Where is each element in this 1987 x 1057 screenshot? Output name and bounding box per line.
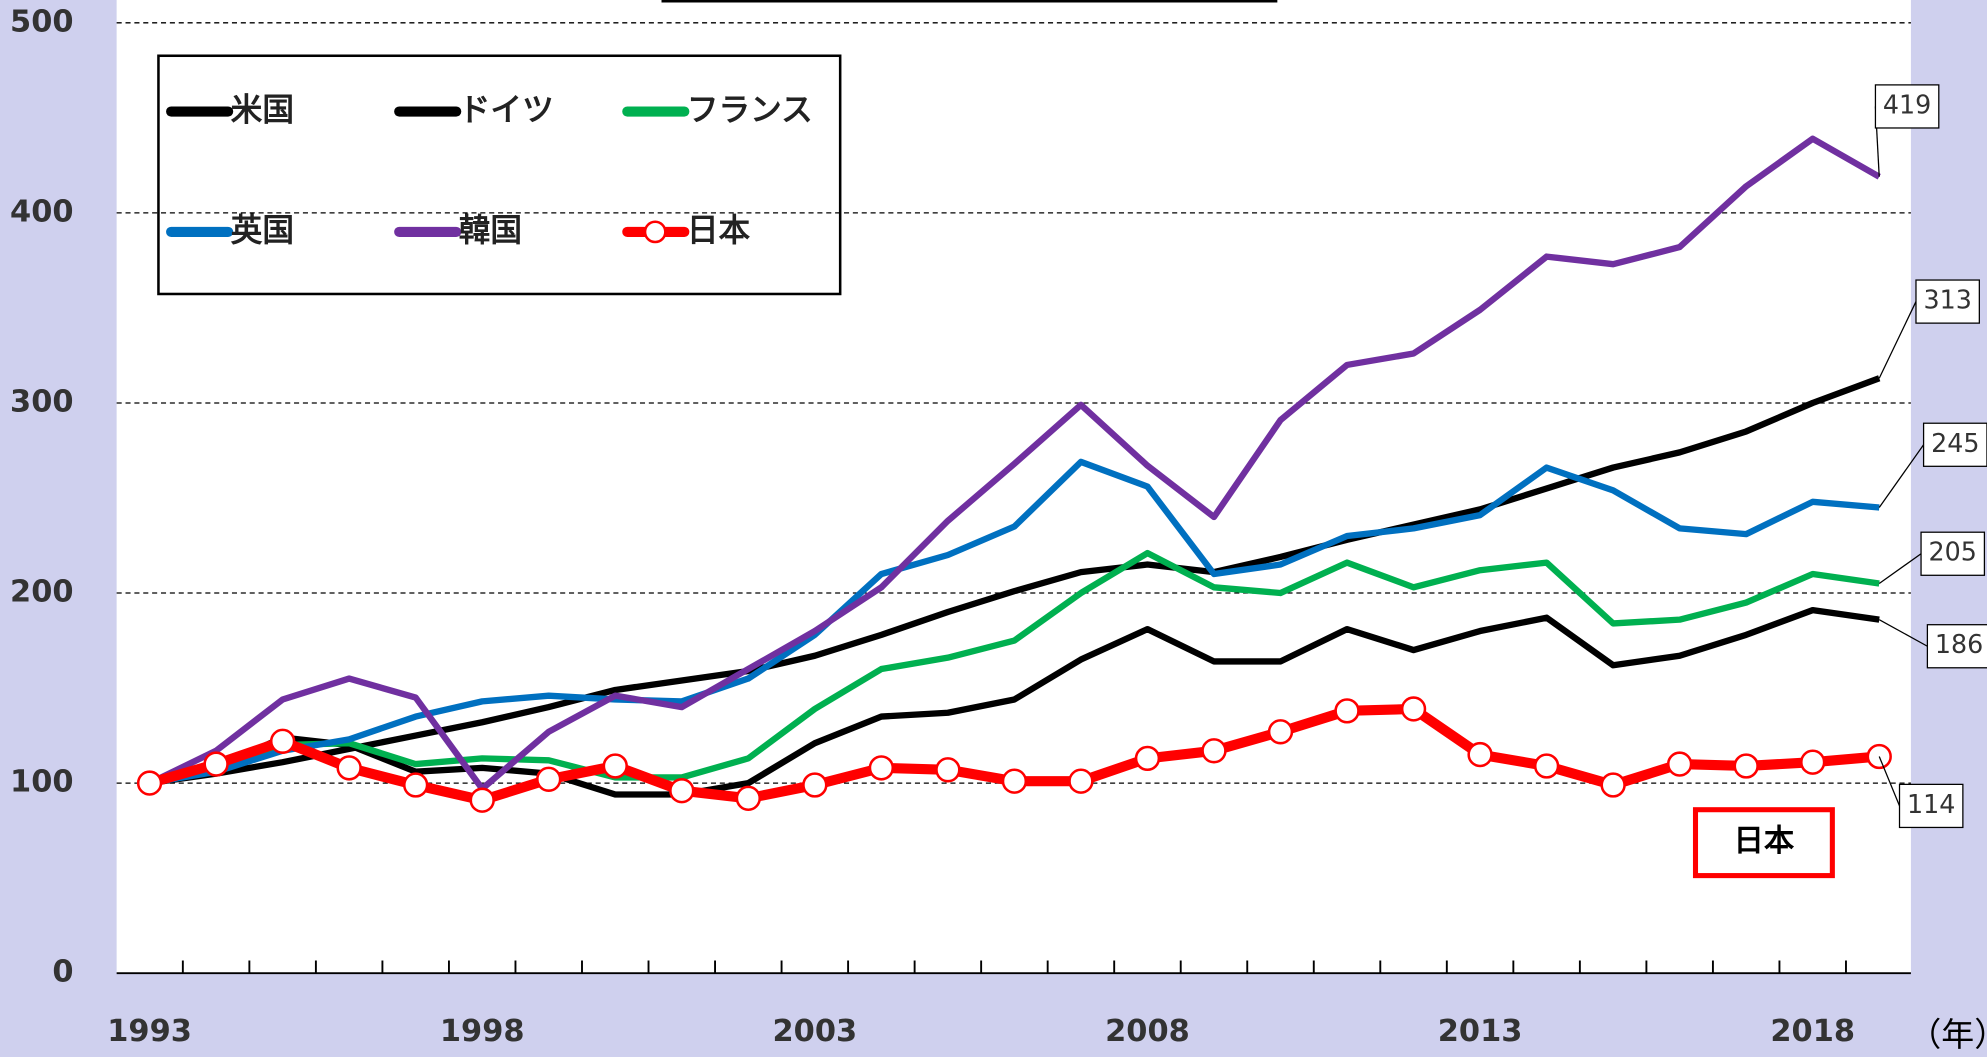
legend-label: 米国: [231, 93, 294, 129]
point: [1201, 738, 1227, 764]
legend-label: 英国: [231, 213, 294, 249]
point: [935, 757, 961, 783]
point: [669, 778, 695, 804]
y-tick-label: 200: [10, 575, 73, 610]
point: [735, 785, 761, 811]
end-label: 114: [1907, 789, 1955, 819]
point: [1001, 768, 1028, 794]
point: [1068, 768, 1094, 794]
x-tick-label: 1993: [107, 1014, 192, 1049]
point: [1400, 696, 1427, 722]
callout-line: [1878, 553, 1922, 585]
point: [1334, 698, 1360, 724]
point: [602, 753, 628, 779]
callout-line: [1878, 756, 1901, 807]
y-tick-label: 500: [10, 4, 73, 39]
y-tick-label: 300: [10, 384, 73, 419]
point: [1134, 745, 1161, 772]
point: [1733, 753, 1759, 779]
end-label: 245: [1931, 428, 1979, 458]
point: [1533, 753, 1560, 779]
annotation-box: [1692, 807, 1835, 879]
legend-label: 日本: [687, 213, 751, 249]
point: [203, 751, 229, 777]
callout-box: [1898, 783, 1964, 829]
point: [403, 772, 429, 798]
series-line: [149, 458, 1880, 787]
series-line: [148, 549, 1880, 787]
callout-box: [1874, 84, 1940, 129]
callout-box: [1926, 624, 1987, 669]
series-line: [148, 135, 1881, 792]
point: [1600, 772, 1626, 798]
series-line: [148, 606, 1880, 798]
point: [1267, 719, 1294, 745]
point: [1800, 749, 1826, 775]
point: [136, 770, 163, 796]
annotation: 日本: [1734, 824, 1795, 859]
point: [1666, 751, 1693, 777]
x-tick-label: 2008: [1105, 1014, 1190, 1049]
x-axis-label: （年）: [1908, 1015, 1987, 1053]
callout-box: [1922, 422, 1987, 467]
point: [802, 772, 828, 798]
end-label: 186: [1935, 629, 1983, 659]
callout-box: [1920, 531, 1986, 576]
end-label: 313: [1923, 285, 1971, 315]
x-tick-label: 2003: [773, 1014, 858, 1049]
legend-label: 韓国: [459, 213, 522, 249]
point: [336, 755, 362, 781]
legend-label: フランス: [687, 93, 813, 129]
x-tick-label: 2013: [1438, 1014, 1523, 1049]
end-label: 205: [1929, 537, 1977, 567]
callout-line: [1878, 619, 1928, 647]
end-label: 419: [1883, 89, 1931, 119]
legend-marker: [643, 220, 667, 244]
legend-label: ドイツ: [459, 93, 554, 129]
callout-box: [1915, 279, 1980, 324]
callout-line: [1878, 301, 1917, 379]
point: [868, 755, 895, 781]
point: [269, 728, 296, 754]
y-tick-label: 0: [52, 955, 73, 990]
point: [536, 766, 562, 792]
point: [1467, 741, 1493, 768]
callout-line: [1878, 444, 1925, 508]
y-tick-label: 400: [10, 194, 73, 229]
point: [469, 787, 495, 813]
legend: [157, 54, 842, 296]
x-tick-label: 2018: [1770, 1014, 1855, 1049]
x-tick-label: 1998: [440, 1014, 525, 1049]
y-tick-label: 100: [10, 765, 73, 800]
